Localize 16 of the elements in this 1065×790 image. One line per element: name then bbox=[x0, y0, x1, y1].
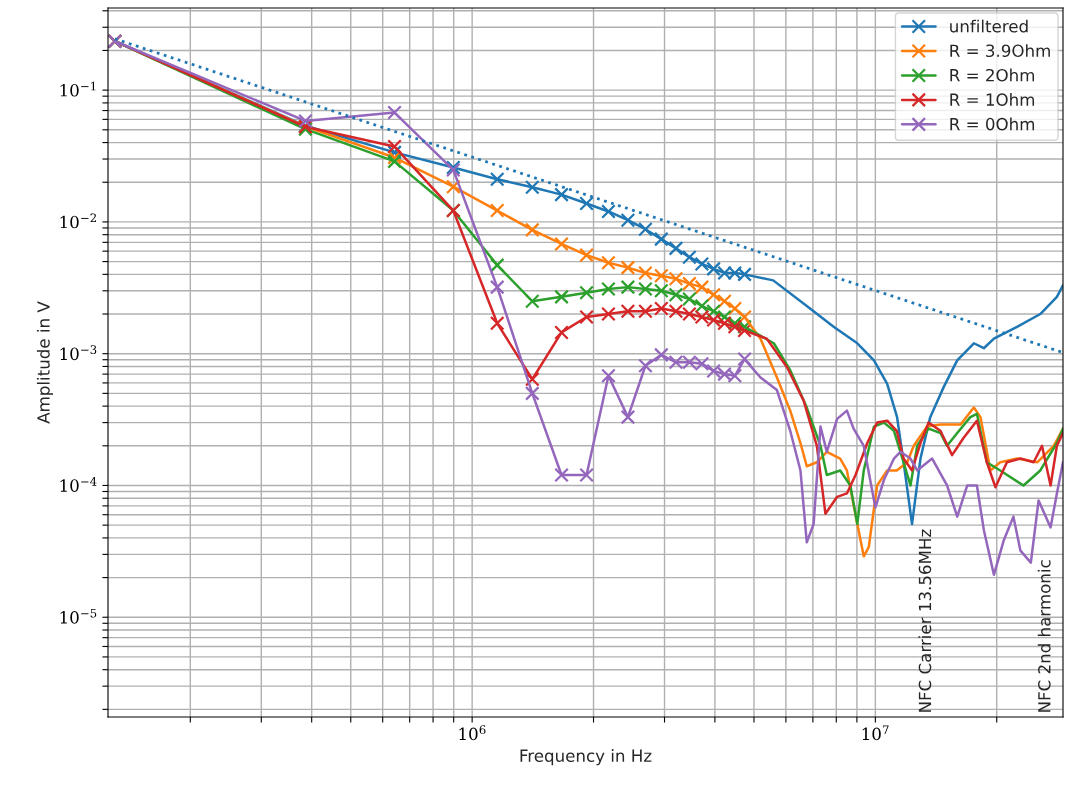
legend-label: unfiltered bbox=[950, 19, 1028, 33]
y-tick-label: 10$^{−2}$ bbox=[60, 213, 96, 229]
annotation: NFC Carrier 13.56MHz bbox=[918, 529, 932, 712]
annotation: NFC 2nd harmonic bbox=[1037, 560, 1051, 712]
legend-label: R = 2Ohm bbox=[950, 68, 1035, 82]
x-tick-label: 10$^{7}$ bbox=[862, 725, 889, 741]
legend-label: R = 3.9Ohm bbox=[950, 44, 1050, 58]
legend-label: R = 0Ohm bbox=[950, 117, 1035, 131]
y-tick-label: 10$^{−3}$ bbox=[60, 345, 97, 361]
x-tick-label: 10$^{6}$ bbox=[459, 725, 486, 741]
legend-label: R = 1Ohm bbox=[950, 93, 1035, 106]
y-axis-title: Amplitude in V bbox=[36, 301, 54, 424]
y-tick-label: 10$^{−1}$ bbox=[60, 81, 96, 97]
y-tick-label: 10$^{−4}$ bbox=[60, 476, 97, 492]
x-axis-title: Frequency in Hz bbox=[520, 749, 652, 766]
y-tick-label: 10$^{−5}$ bbox=[60, 608, 97, 624]
